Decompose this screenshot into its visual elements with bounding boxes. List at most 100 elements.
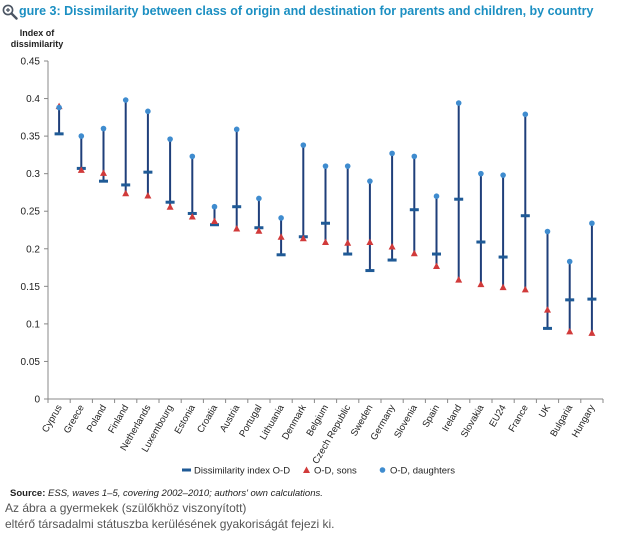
daughters-marker [167,136,173,142]
sons-marker [455,276,463,283]
daughters-marker [566,258,573,265]
y-tick-label: 0.1 [26,319,40,330]
daughters-marker [478,170,484,177]
dissimilarity-index-marker [143,170,153,174]
sons-marker [433,262,440,270]
dissimilarity-index-marker [587,297,597,301]
legend-label: O-D, sons [314,466,357,477]
dissimilarity-index-marker [121,183,131,187]
dissimilarity-index-marker [476,240,486,244]
y-tick-label: 0.3 [26,169,40,180]
daughters-marker [100,125,107,132]
x-tick-label: EU24 [487,403,508,429]
caption-line-1: Az ábra a gyermekek (szülőkhöz viszonyít… [5,501,247,515]
daughters-marker [145,108,151,115]
sons-marker [388,243,396,250]
y-tick-label: 0.45 [21,57,41,68]
sons-marker [277,233,285,240]
magnifier-icon[interactable] [2,4,18,20]
x-tick-label: Spain [420,403,442,430]
dissimilarity-index-marker [387,258,397,262]
daughters-marker [189,153,196,160]
daughters-marker [78,133,85,139]
sons-marker [188,212,196,220]
daughters-marker [322,163,329,169]
x-tick-label: Greece [62,403,87,435]
caption: Az ábra a gyermekek (szülőkhöz viszonyít… [5,500,335,532]
sons-marker [166,203,174,210]
daughters-marker [300,142,307,148]
x-tick-label: France [507,403,531,434]
sons-marker [233,224,241,232]
daughters-marker [278,215,284,221]
sons-marker [344,239,352,246]
daughters-marker [389,150,395,157]
y-tick-label: 0.05 [21,357,41,368]
y-tick-label: 0.4 [26,94,40,105]
y-axis-label: Index of dissimilarity [8,28,66,50]
sons-marker [255,227,263,234]
dissimilarity-index-marker [343,252,353,256]
daughters-marker [522,111,529,118]
dissimilarity-index-marker [520,214,530,218]
sons-marker [544,306,551,313]
x-tick-label: Croatia [195,402,220,435]
dissimilarity-index-marker [454,197,464,201]
dissimilarity-index-marker [276,253,286,257]
dissimilarity-index-marker [232,205,242,209]
legend-dash-marker [182,468,191,472]
x-tick-label: UK [537,402,553,420]
source-label: Source: [10,488,46,499]
legend-circle-marker [379,467,386,473]
y-tick-label: 0.2 [26,244,40,255]
dissimilarity-index-marker [409,208,419,212]
daughters-marker [122,97,129,103]
source-text: ESS, waves 1–5, covering 2002–2010; auth… [48,488,323,499]
sons-marker [77,166,85,173]
daughters-marker [56,104,62,111]
sons-marker [122,189,130,197]
sons-marker [100,169,107,176]
sons-marker [410,249,418,257]
caption-line-2: eltérő társadalmi státuszba kerülésének … [5,517,335,531]
daughters-marker [455,100,462,106]
daughters-marker [433,193,440,199]
legend-triangle-marker [303,466,310,473]
sons-marker [588,329,596,336]
daughters-marker [233,126,240,133]
legend-label: Dissimilarity index O-D [194,466,290,477]
y-axis-label-text: Index of dissimilarity [10,28,64,49]
dissimilarity-index-marker [54,132,64,136]
daughters-marker [344,163,351,169]
sons-marker [521,285,529,293]
sons-marker [477,280,485,288]
chart-title: gure 3: Dissimilarity between class of o… [19,4,594,18]
sons-marker [499,283,507,291]
dissimilarity-index-marker [210,223,219,227]
dissimilarity-index-marker [165,200,175,204]
daughters-marker [367,178,373,184]
dissimilarity-index-marker [543,326,552,330]
dissimilarity-index-marker [432,252,441,256]
daughters-marker [211,203,218,210]
title-row: gure 3: Dissimilarity between class of o… [0,0,620,24]
dissimilarity-index-marker [498,255,508,259]
sons-marker [366,238,374,246]
chart-plot: 00.050.10.150.20.250.30.350.40.45CyprusG… [21,57,604,477]
x-tick-label: Estonia [173,402,199,436]
daughters-marker [411,153,418,160]
sons-marker [211,217,218,224]
dissimilarity-index-marker [565,298,575,302]
dissimilarity-index-marker [365,269,375,273]
daughters-marker [500,172,506,178]
source-note: Source: ESS, waves 1–5, covering 2002–20… [10,488,323,499]
dissimilarity-index-marker [321,221,330,225]
sons-marker [322,238,329,246]
sons-marker [144,191,152,199]
daughters-marker [256,195,262,202]
daughters-marker [544,228,551,235]
y-tick-label: 0 [34,395,40,406]
daughters-marker [589,220,595,227]
dissimilarity-index-marker [99,179,108,183]
legend-label: O-D, daughters [390,466,455,477]
